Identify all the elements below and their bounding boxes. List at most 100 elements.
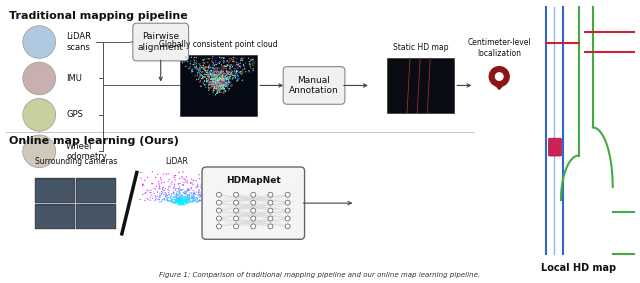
Point [166, 195, 176, 199]
Text: Manual
Annotation: Manual Annotation [289, 76, 339, 95]
Point [216, 82, 226, 86]
Point [206, 82, 216, 87]
Point [213, 81, 223, 86]
Point [216, 80, 227, 85]
Point [204, 72, 214, 77]
Point [212, 79, 223, 83]
Point [176, 199, 186, 203]
Point [207, 88, 217, 93]
Point [204, 77, 214, 82]
Point [230, 76, 240, 81]
Point [225, 83, 236, 88]
Point [175, 199, 186, 204]
Point [213, 75, 223, 80]
Text: Globally consistent point cloud: Globally consistent point cloud [159, 40, 278, 49]
Point [212, 77, 222, 81]
Point [179, 194, 189, 198]
Point [170, 200, 180, 205]
Point [177, 198, 188, 203]
Point [176, 201, 186, 205]
Point [196, 73, 206, 78]
Point [174, 196, 184, 200]
Point [224, 80, 234, 85]
Point [209, 82, 219, 86]
Point [227, 70, 237, 75]
Point [217, 85, 227, 90]
Point [189, 65, 200, 69]
Point [209, 77, 219, 82]
Point [171, 193, 181, 198]
Point [214, 55, 225, 60]
Point [209, 88, 220, 93]
Point [228, 77, 238, 82]
Point [215, 87, 225, 91]
Point [214, 80, 224, 84]
Point [188, 178, 198, 183]
Point [147, 196, 157, 201]
Point [216, 70, 226, 74]
Point [186, 199, 196, 204]
Point [207, 82, 218, 87]
Point [175, 187, 186, 192]
Point [177, 199, 187, 204]
Point [219, 81, 229, 86]
Point [223, 59, 233, 63]
Point [209, 76, 219, 80]
Point [212, 81, 223, 86]
Point [187, 68, 197, 72]
Point [209, 86, 219, 91]
Point [244, 59, 255, 64]
Point [199, 196, 209, 200]
Point [218, 80, 228, 84]
Point [216, 71, 227, 76]
Point [140, 191, 150, 196]
Circle shape [251, 216, 256, 221]
Point [173, 200, 183, 205]
Point [198, 75, 208, 80]
Point [156, 192, 166, 197]
Point [179, 198, 189, 202]
Point [214, 77, 225, 82]
Point [215, 80, 225, 84]
Point [217, 79, 227, 83]
Point [220, 80, 230, 85]
Point [212, 88, 223, 93]
Point [218, 78, 228, 82]
Point [212, 73, 222, 78]
Point [218, 90, 228, 94]
Point [230, 59, 240, 63]
Point [216, 80, 227, 85]
Point [218, 78, 228, 83]
Point [218, 74, 228, 78]
Polygon shape [492, 82, 506, 89]
Point [163, 171, 173, 176]
Point [217, 73, 227, 78]
Point [222, 68, 232, 73]
Point [218, 76, 228, 80]
Text: Local HD map: Local HD map [541, 263, 616, 273]
Point [167, 199, 177, 203]
Point [209, 85, 220, 90]
Point [191, 59, 202, 63]
Point [223, 82, 234, 87]
Point [198, 76, 209, 81]
Point [166, 197, 177, 201]
Point [223, 63, 233, 68]
Point [175, 201, 185, 206]
Point [195, 63, 205, 67]
Point [177, 175, 187, 179]
Point [215, 74, 225, 79]
Point [174, 200, 184, 205]
Point [180, 199, 190, 203]
Point [220, 76, 230, 81]
Point [210, 76, 220, 81]
Point [207, 77, 217, 82]
Point [214, 76, 224, 81]
Point [201, 83, 211, 87]
Point [215, 71, 225, 75]
Point [212, 82, 222, 87]
Point [209, 71, 220, 75]
Point [186, 181, 196, 186]
Point [174, 191, 184, 196]
Point [163, 188, 173, 192]
